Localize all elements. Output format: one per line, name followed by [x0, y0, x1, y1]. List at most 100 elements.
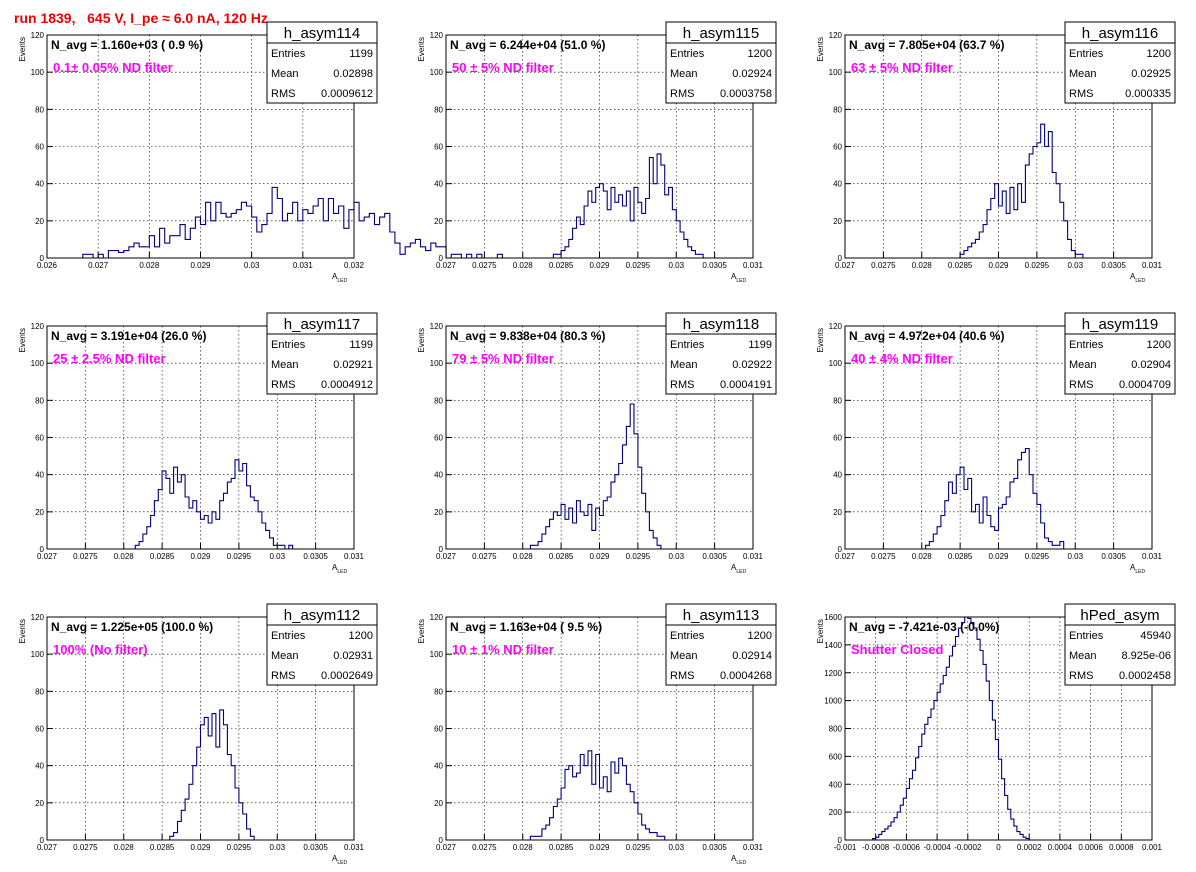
x-tick-label: 0.0006 [1078, 843, 1103, 852]
x-tick-label: 0.026 [37, 261, 58, 270]
filter-note: 40 ± 4% ND filter [851, 351, 953, 366]
x-tick-label: 0.031 [743, 552, 764, 561]
stats-label-entries: Entries [271, 630, 306, 642]
stats-value-entries: 1199 [349, 48, 373, 60]
y-tick-label: 120 [31, 322, 45, 331]
stats-title: h_asym114 [284, 25, 360, 42]
n-avg-label: N_avg = 6.244e+04 (51.0 %) [450, 38, 605, 52]
x-tick-label: 0.0305 [1101, 552, 1126, 561]
x-tick-label: 0.031 [344, 552, 365, 561]
filter-note: Shutter Closed [851, 642, 944, 657]
y-tick-label: 40 [434, 762, 443, 771]
n-avg-label: N_avg = 1.163e+04 ( 9.5 %) [450, 620, 602, 634]
x-tick-label: -0.0006 [893, 843, 921, 852]
x-tick-label: -0.0008 [862, 843, 890, 852]
y-tick-label: 60 [833, 143, 842, 152]
x-tick-label: 0.0285 [549, 552, 574, 561]
page-title: run 1839, 645 V, I_pe ≈ 6.0 nA, 120 Hz [14, 10, 268, 26]
x-tick-label: -0.0004 [924, 843, 952, 852]
y-tick-label: 0 [439, 254, 444, 263]
x-tick-label: 0.0295 [626, 843, 651, 852]
x-tick-label: 0.031 [344, 843, 365, 852]
y-tick-label: 80 [833, 105, 842, 114]
stats-value-rms: 0.000335 [1125, 88, 1171, 100]
stats-value-rms: 0.0004709 [1119, 379, 1171, 391]
x-axis-label-sub: LED [337, 569, 347, 575]
stats-box-frame [266, 21, 378, 104]
y-tick-label: 600 [829, 752, 843, 761]
x-axis-label: ALED [1130, 272, 1145, 284]
x-tick-label: 0.0295 [1025, 261, 1050, 270]
n-avg-label: N_avg = -7.421e-03 (-0.0%) [849, 620, 999, 634]
x-tick-label: 0.029 [988, 552, 1009, 561]
n-avg-label: N_avg = 1.225e+05 (100.0 %) [51, 620, 213, 634]
stats-value-entries: 1200 [349, 630, 373, 642]
histogram-panel-h_asym113: 0.027 0.0275 0.028 0.0285 0.029 0.0295 0.03 0.0… [417, 603, 777, 866]
y-axis-label: Events [816, 328, 825, 352]
stats-label-entries: Entries [1069, 48, 1104, 60]
y-axis-label: Events [18, 619, 27, 643]
y-tick-label: 40 [833, 471, 842, 480]
x-tick-label: 0.027 [37, 843, 58, 852]
stats-value-mean: 0.02898 [333, 68, 373, 80]
x-tick-label: 0.0295 [626, 552, 651, 561]
stats-label-entries: Entries [670, 48, 705, 60]
x-axis-label-sub: LED [337, 278, 347, 284]
y-tick-label: 1000 [824, 697, 842, 706]
x-tick-label: 0.028 [513, 843, 534, 852]
stats-title: h_asym119 [1082, 316, 1158, 333]
x-axis-label: ALED [731, 563, 746, 575]
stats-label-entries: Entries [271, 48, 306, 60]
x-tick-label: 0.028 [114, 552, 135, 561]
x-tick-label: 0.03 [269, 552, 285, 561]
y-tick-label: 60 [35, 434, 44, 443]
stats-box-frame [266, 312, 378, 395]
x-tick-label: 0.0002 [1017, 843, 1042, 852]
y-tick-label: 60 [833, 434, 842, 443]
x-tick-label: 0.029 [190, 261, 211, 270]
n-avg-label: N_avg = 7.805e+04 (63.7 %) [849, 38, 1004, 52]
y-axis-label: Events [18, 328, 27, 352]
stats-title: h_asym118 [683, 316, 759, 333]
x-tick-label: 0.0295 [227, 552, 252, 561]
y-tick-label: 80 [434, 105, 443, 114]
y-axis-label: Events [816, 37, 825, 61]
stats-label-mean: Mean [271, 68, 299, 80]
stats-value-entries: 1200 [1147, 48, 1171, 60]
x-tick-label: 0.0285 [948, 261, 973, 270]
y-tick-label: 0 [838, 545, 843, 554]
stats-value-mean: 8.925e-06 [1121, 650, 1171, 662]
x-tick-label: 0.027 [37, 552, 58, 561]
y-tick-label: 100 [430, 359, 444, 368]
y-tick-label: 0 [439, 836, 444, 845]
y-tick-label: 40 [35, 762, 44, 771]
y-tick-label: 40 [833, 180, 842, 189]
x-tick-label: 0.0275 [472, 843, 497, 852]
x-tick-label: 0.029 [589, 261, 610, 270]
stats-label-mean: Mean [1069, 650, 1097, 662]
x-tick-label: 0.029 [589, 552, 610, 561]
y-tick-label: 100 [31, 359, 45, 368]
y-tick-label: 0 [838, 836, 843, 845]
x-tick-label: 0.028 [912, 552, 933, 561]
stats-value-mean: 0.02904 [1131, 359, 1171, 371]
stats-value-rms: 0.0002458 [1119, 670, 1171, 682]
x-tick-label: 0.0295 [626, 261, 651, 270]
x-tick-label: 0.0305 [702, 552, 727, 561]
x-tick-label: 0.028 [114, 843, 135, 852]
y-tick-label: 800 [829, 725, 843, 734]
x-tick-label: 0.0285 [549, 261, 574, 270]
x-axis-label: ALED [731, 854, 746, 866]
stats-value-mean: 0.02922 [732, 359, 772, 371]
y-tick-label: 80 [35, 396, 44, 405]
stats-box-frame [665, 312, 777, 395]
y-tick-label: 20 [35, 508, 44, 517]
stats-label-mean: Mean [670, 650, 698, 662]
filter-note: 63 ± 5% ND filter [851, 60, 953, 75]
histogram-panel-h_asym117: 0.027 0.0275 0.028 0.0285 0.029 0.0295 0.03 0.0… [18, 312, 378, 575]
stats-title: h_asym116 [1082, 25, 1158, 42]
x-tick-label: -0.0002 [954, 843, 982, 852]
y-tick-label: 60 [434, 434, 443, 443]
filter-note: 0.1± 0.05% ND filter [53, 60, 173, 75]
histogram-line-h_asym114 [47, 186, 513, 259]
